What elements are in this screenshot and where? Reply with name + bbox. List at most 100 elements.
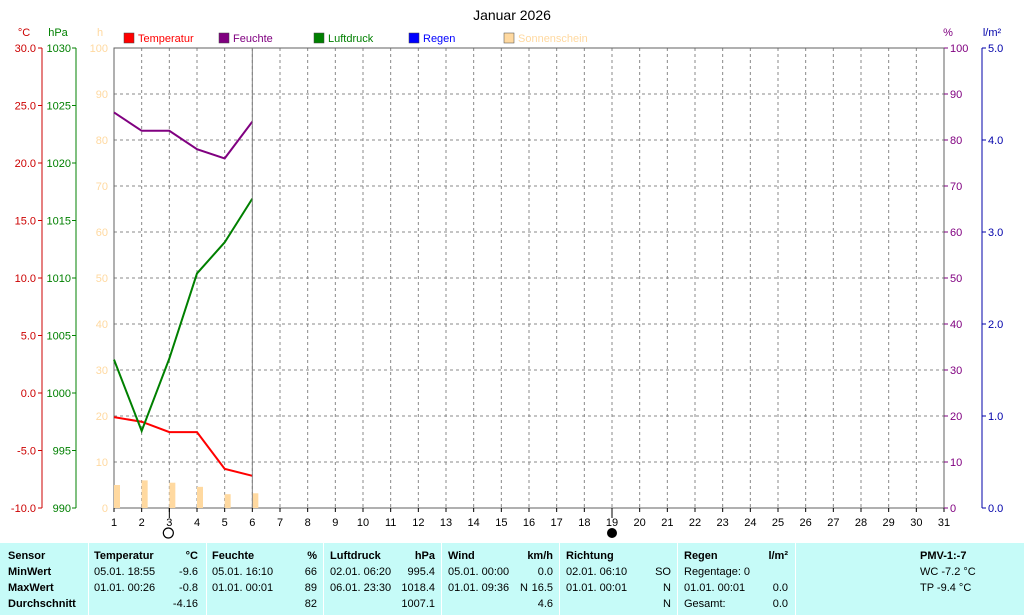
column-divider <box>206 543 207 615</box>
legend-swatch-feuchte <box>218 32 230 44</box>
humidity-tick-label: 100 <box>950 43 968 55</box>
wind-max-direction: N <box>520 582 528 594</box>
humidity-header: Feuchte <box>212 550 255 562</box>
temperature-header: Temperatur <box>94 550 154 562</box>
humidity-tick-label: 20 <box>950 411 962 423</box>
sunshine-tick-label: 80 <box>96 135 108 147</box>
x-tick-label: 20 <box>634 517 646 529</box>
sunshine-tick-label: 0 <box>102 503 108 515</box>
humidity-max-time: 01.01. 00:01 <box>212 582 274 594</box>
wind-max-value: 16.5 <box>531 582 553 594</box>
durchschnitt-label: Durchschnitt <box>8 598 76 610</box>
pressure-tick-label: 1015 <box>47 216 71 228</box>
x-tick-label: 25 <box>772 517 784 529</box>
pressure-max-value: 1018.4 <box>401 582 435 594</box>
humidity-axis-unit: % <box>943 27 953 39</box>
x-tick-label: 10 <box>357 517 369 529</box>
stats-table: Sensor MinWert MaxWert Durchschnitt Temp… <box>0 543 1024 615</box>
pressure-tick-label: 1025 <box>47 101 71 113</box>
temperature-tick-label: 25.0 <box>15 101 36 113</box>
sunshine-bar <box>197 486 203 508</box>
temperature-min-time: 05.01. 18:55 <box>94 566 156 578</box>
humidity-min-value: 66 <box>304 566 317 578</box>
legend-label-temperatur: Temperatur <box>138 33 194 45</box>
column-divider <box>323 543 324 615</box>
x-tick-label: 17 <box>551 517 563 529</box>
x-tick-label: 19 <box>606 517 618 529</box>
new-moon-icon <box>607 528 617 538</box>
rain-header: Regen <box>684 550 718 562</box>
humidity-tick-label: 60 <box>950 227 962 239</box>
temperatur-line <box>113 416 253 477</box>
temperature-min-value: -9.6 <box>179 566 198 578</box>
x-tick-label: 21 <box>661 517 673 529</box>
pressure-min-time: 02.01. 06:20 <box>330 566 392 578</box>
sunshine-tick-label: 60 <box>96 227 108 239</box>
temperature-tick-label: 20.0 <box>15 158 36 170</box>
x-tick-label: 5 <box>222 517 228 529</box>
x-tick-label: 16 <box>523 517 535 529</box>
x-tick-label: 24 <box>744 517 756 529</box>
legend-swatch-regen <box>408 32 420 44</box>
sunshine-bar <box>224 494 231 508</box>
feuchte-line <box>113 111 254 160</box>
temperature-tick-label: 15.0 <box>15 216 36 228</box>
x-tick-label: 22 <box>689 517 701 529</box>
rain-max-time: 01.01. 00:01 <box>684 582 746 594</box>
temperature-tick-label: -5.0 <box>17 446 36 458</box>
rain-axis-unit: l/m² <box>983 27 1002 39</box>
humidity-unit: % <box>307 550 317 562</box>
pmv-header: PMV-1:-7 <box>920 550 967 562</box>
temperature-max-time: 01.01. 00:26 <box>94 582 156 594</box>
direction-avg-value: N <box>663 598 671 610</box>
rain-max-value: 0.0 <box>772 582 788 594</box>
column-divider <box>795 543 796 615</box>
humidity-tick-label: 30 <box>950 365 962 377</box>
x-tick-label: 23 <box>717 517 729 529</box>
column-divider <box>677 543 678 615</box>
chart-title: Januar 2026 <box>473 7 551 23</box>
temperature-tick-label: 5.0 <box>21 331 36 343</box>
rain-tick-label: 3.0 <box>988 227 1003 239</box>
wind-max-time: 01.01. 09:36 <box>448 582 510 594</box>
x-tick-label: 6 <box>249 517 255 529</box>
x-tick-label: 14 <box>468 517 480 529</box>
humidity-tick-label: 40 <box>950 319 962 331</box>
sunshine-bar <box>169 482 176 508</box>
pressure-unit: hPa <box>414 550 435 562</box>
pressure-tick-label: 1005 <box>47 331 71 343</box>
direction-min-time: 02.01. 06:10 <box>566 566 628 578</box>
x-tick-label: 30 <box>910 517 922 529</box>
x-tick-label: 7 <box>277 517 283 529</box>
legend-label-feuchte: Feuchte <box>233 33 273 45</box>
pressure-min-value: 995.4 <box>407 566 435 578</box>
x-tick-label: 2 <box>139 517 145 529</box>
x-tick-label: 26 <box>800 517 812 529</box>
pressure-axis-unit: hPa <box>48 27 68 39</box>
temperature-avg-value: -4.16 <box>172 598 198 610</box>
wind-avg-value: 4.6 <box>537 598 553 610</box>
sensor-header: Sensor <box>8 550 46 562</box>
legend-swatch-temperatur <box>123 32 135 44</box>
rain-total-value: 0.0 <box>772 598 788 610</box>
humidity-tick-label: 70 <box>950 181 962 193</box>
humidity-tick-label: 0 <box>950 503 956 515</box>
temperature-tick-label: 30.0 <box>15 43 36 55</box>
wind-min-value: 0.0 <box>537 566 553 578</box>
x-tick-label: 28 <box>855 517 867 529</box>
rain-total-label: Gesamt: <box>684 598 726 610</box>
temperature-axis-unit: °C <box>18 27 30 39</box>
x-tick-label: 11 <box>385 517 396 529</box>
x-tick-label: 9 <box>332 517 338 529</box>
legend-label-regen: Regen <box>423 33 455 45</box>
sunshine-tick-label: 10 <box>96 457 108 469</box>
legend-swatch-sonnenschein <box>503 32 515 44</box>
pressure-tick-label: 1000 <box>47 388 71 400</box>
sunshine-tick-label: 30 <box>96 365 108 377</box>
rain-tick-label: 0.0 <box>988 503 1003 515</box>
temperature-unit: °C <box>185 550 198 562</box>
direction-max-time: 01.01. 00:01 <box>566 582 628 594</box>
x-tick-label: 4 <box>194 517 200 529</box>
direction-max-value: N <box>663 582 671 594</box>
column-divider <box>441 543 442 615</box>
